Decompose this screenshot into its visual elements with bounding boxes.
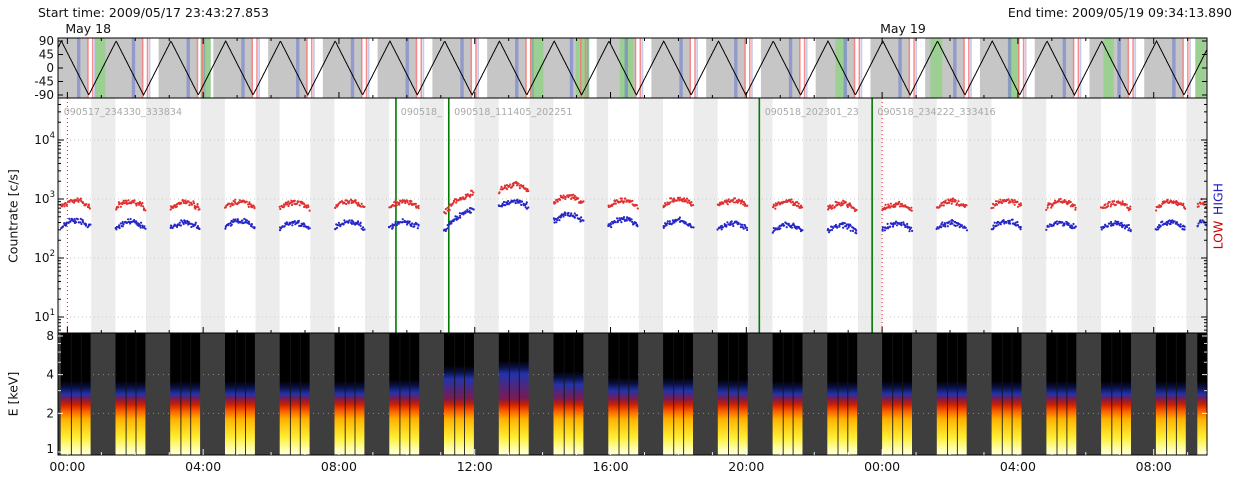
countrate-tick-label: 103 <box>34 190 55 206</box>
x-tick-label: 08:00 <box>321 459 357 474</box>
x-tick-label: 04:00 <box>1000 459 1036 474</box>
spectrogram-burst <box>279 333 310 455</box>
angle-tick-label: 90 <box>39 34 54 48</box>
panel-countrate: 090517_234330_333834 090518_ 090518_111405… <box>58 98 1207 333</box>
x-tick-label: 04:00 <box>185 459 221 474</box>
spectrogram-burst <box>1046 333 1077 455</box>
x-tick-label: 00:00 <box>49 459 85 474</box>
spectrogram-burst <box>225 333 255 455</box>
angle-wave-line <box>58 39 1207 97</box>
spectrogram-burst <box>827 333 858 455</box>
date-label-may19: May 19 <box>880 21 926 36</box>
spectrogram-burst <box>1155 333 1186 455</box>
countrate-tick-label: 101 <box>34 308 55 324</box>
spectrogram-burst <box>60 333 91 455</box>
green-event-band <box>529 38 544 98</box>
spectrogram-burst <box>663 333 693 455</box>
spectrogram-burst <box>1101 333 1131 455</box>
x-tick-label: 08:00 <box>1136 459 1172 474</box>
angle-tick-label: 0 <box>46 61 54 75</box>
spectrogram-burst <box>936 333 967 455</box>
series-label-high: HIGH <box>1210 182 1226 216</box>
energy-tick-label: 8 <box>46 329 54 343</box>
end-time-label: End time: 2009/05/19 09:34:13.890 <box>1007 5 1232 20</box>
green-event-band <box>1103 38 1114 98</box>
date-label-may18: May 18 <box>65 21 112 36</box>
spectrogram-burst <box>608 333 639 455</box>
green-event-band <box>1008 38 1019 98</box>
panel-angle <box>58 38 1207 98</box>
energy-tick-label: 2 <box>46 406 54 420</box>
spectrogram-burst <box>991 333 1022 455</box>
panel-spectrogram <box>58 333 1207 455</box>
x-tick-label: 12:00 <box>457 459 493 474</box>
spectrogram-burst <box>115 333 146 455</box>
series-label-low: LOW <box>1210 220 1226 250</box>
segment-label: 090517_234330_333834 <box>64 107 182 118</box>
green-event-band <box>1195 38 1206 98</box>
segment-label: 090518_111405_202251 <box>454 107 572 118</box>
green-event-band <box>930 38 943 98</box>
green-event-band <box>95 38 106 98</box>
axes-frame: 00:00 04:00 08:00 12:00 16:00 20:00 00:00 04:00… <box>34 34 1208 474</box>
spectrogram-burst <box>334 333 365 455</box>
energy-tick-label: 1 <box>46 442 54 456</box>
segment-label: 090518_202301_23 <box>765 107 859 118</box>
x-tick-label: 00:00 <box>864 459 900 474</box>
countrate-tick-label: 104 <box>34 131 55 147</box>
countrate-axis-title: Countrate [c/s] <box>5 168 21 263</box>
spectrogram-burst <box>772 333 803 455</box>
energy-tick-label: 4 <box>46 368 54 382</box>
countrate-points-red <box>59 180 1207 215</box>
x-tick-label: 16:00 <box>593 459 629 474</box>
countrate-points-blue <box>60 198 1207 235</box>
segment-label: 090518_234222_333416 <box>877 107 995 118</box>
spectrogram-burst <box>882 333 912 455</box>
countrate-tick-label: 102 <box>34 249 55 265</box>
angle-tick-label: -90 <box>34 88 54 102</box>
green-event-band <box>200 38 211 98</box>
spectrogram-burst <box>498 333 529 455</box>
spectrogram-burst <box>717 333 748 455</box>
spectrogram-burst <box>1197 333 1207 455</box>
spectrogram-burst <box>553 333 584 455</box>
energy-axis-title: E [keV] <box>5 371 21 417</box>
spectrogram-burst <box>444 333 474 455</box>
segment-label: 090518_ <box>401 107 442 118</box>
start-time-label: Start time: 2009/05/17 23:43:27.853 <box>38 5 269 20</box>
green-event-band <box>835 38 846 98</box>
angle-tick-label: 45 <box>39 48 54 62</box>
spectrogram-burst <box>389 333 420 455</box>
angle-tick-label: -45 <box>34 75 54 89</box>
x-tick-label: 20:00 <box>728 459 764 474</box>
spectrogram-burst <box>170 333 201 455</box>
